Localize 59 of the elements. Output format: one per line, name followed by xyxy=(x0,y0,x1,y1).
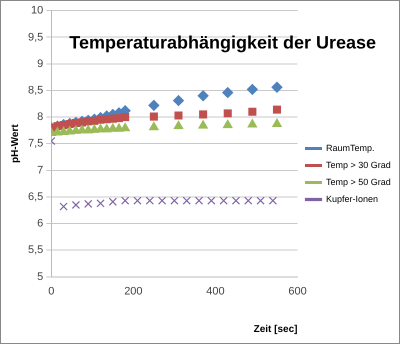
point xyxy=(268,196,278,205)
y-tick-label: 10 xyxy=(31,4,44,17)
point xyxy=(84,200,92,208)
legend-label: Kupfer-Ionen xyxy=(326,194,378,204)
point xyxy=(108,198,117,206)
point xyxy=(198,90,209,102)
point xyxy=(248,108,256,116)
point xyxy=(146,196,154,205)
point xyxy=(121,196,130,205)
point xyxy=(173,95,184,106)
point xyxy=(222,120,233,128)
point xyxy=(256,196,265,205)
y-tick-label: 5,5 xyxy=(28,244,44,256)
x-axis-title: Zeit [sec] xyxy=(254,324,298,335)
point xyxy=(148,100,160,111)
point xyxy=(170,196,179,205)
x-tick-label: 600 xyxy=(288,285,307,298)
point xyxy=(272,118,282,127)
point xyxy=(182,196,191,205)
legend-label: RaumTemp. xyxy=(326,142,375,153)
point xyxy=(222,87,234,98)
point xyxy=(246,84,258,95)
y-tick-label: 9 xyxy=(37,58,44,70)
point xyxy=(133,196,142,205)
point xyxy=(224,109,232,118)
point xyxy=(194,196,204,205)
y-tick-label: 7 xyxy=(37,164,44,176)
y-tick-label: 8 xyxy=(37,111,44,124)
point xyxy=(174,120,184,130)
point xyxy=(248,119,258,128)
y-tick-label: 7,5 xyxy=(28,138,44,150)
point xyxy=(96,199,105,208)
y-tick-label: 6 xyxy=(37,218,44,230)
y-tick-label: 6,5 xyxy=(28,190,44,203)
point xyxy=(199,110,208,118)
point xyxy=(207,196,216,205)
x-tick-label: 0 xyxy=(48,285,54,298)
point xyxy=(150,112,158,121)
point xyxy=(121,113,130,122)
point xyxy=(158,196,166,205)
legend-label: Temp > 30 Grad xyxy=(326,160,391,170)
point xyxy=(244,196,252,205)
point xyxy=(198,120,208,129)
y-tick-label: 5 xyxy=(37,270,44,283)
x-tick-label: 200 xyxy=(124,285,143,298)
point xyxy=(59,202,68,211)
y-tick-label: 8,5 xyxy=(28,84,44,96)
x-tick-label: 400 xyxy=(206,285,225,298)
point xyxy=(232,196,240,205)
legend-label: Temp > 50 Grad xyxy=(326,176,391,187)
text: Temperaturabhängigkeit der Urease xyxy=(69,32,376,53)
point xyxy=(272,106,282,114)
y-tick-label: 9,5 xyxy=(28,31,44,44)
point xyxy=(149,122,159,130)
point xyxy=(220,196,228,205)
point xyxy=(271,82,282,93)
y-axis-title: pH-Wert xyxy=(10,124,21,164)
point xyxy=(174,111,183,120)
point xyxy=(72,200,80,210)
